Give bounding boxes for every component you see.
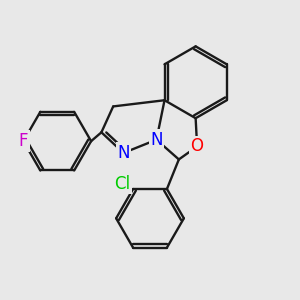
Text: O: O <box>190 137 204 155</box>
Text: F: F <box>19 132 28 150</box>
Text: Cl: Cl <box>114 175 130 193</box>
Text: N: N <box>117 144 130 162</box>
Text: N: N <box>150 131 163 149</box>
